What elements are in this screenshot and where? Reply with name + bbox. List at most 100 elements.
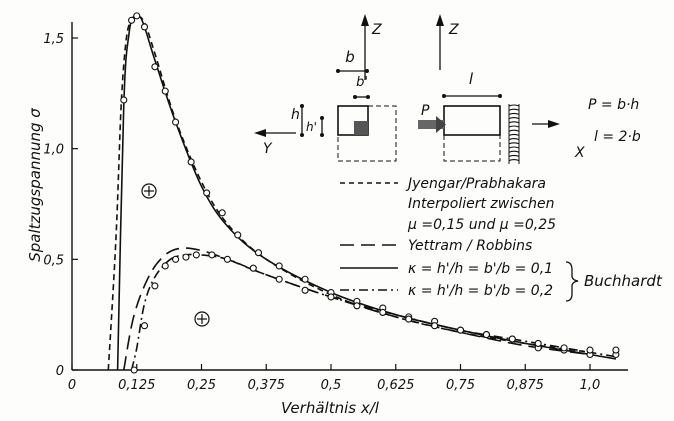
x-axis-label: Verhältnis x/l (281, 399, 380, 417)
tick-labels: 0 0,125 0,25 0,375 0,5 0,625 0,75 0,875 1,0 0 0,5 1… (43, 32, 600, 393)
data-point-1 (187, 158, 195, 166)
loaded-area (354, 121, 368, 135)
data-point-2 (182, 253, 190, 261)
data-point-2 (405, 315, 413, 323)
y-axis-label: Spaltzugspannung σ (26, 108, 44, 262)
data-point-2 (249, 264, 257, 272)
legend-entry-2: Yettram / Robbins (408, 238, 532, 254)
data-point-2 (327, 293, 335, 301)
x-tick-label: 0,625 (377, 378, 414, 393)
section-box (337, 105, 369, 136)
l-label: l (469, 70, 474, 88)
h-prime-label: h' (306, 120, 317, 134)
specimen-dashed-outline (443, 135, 501, 162)
load-arrow-head (436, 116, 446, 133)
data-point-2 (192, 251, 200, 259)
legend-group-label: Buchhardt (584, 272, 663, 290)
series-line-4 (130, 253, 617, 371)
region-annotation-lower (194, 311, 210, 327)
spring-coil (508, 142, 520, 145)
spring-coil (508, 108, 520, 111)
data-point-1 (161, 87, 169, 95)
x-tick-label: 0 (68, 378, 76, 393)
y-tick-label: 0,5 (43, 253, 64, 268)
data-point-1 (133, 12, 141, 20)
z-label-left: Z (371, 22, 382, 38)
spring-coil (508, 129, 520, 132)
data-point-2 (612, 346, 620, 354)
series-line-3 (116, 13, 617, 371)
spring-coil (508, 125, 520, 128)
data-point-1 (128, 16, 136, 24)
region-annotation-upper (141, 183, 157, 199)
spring-coil (508, 133, 520, 136)
data-point-1 (172, 118, 180, 126)
data-point-2 (208, 251, 216, 259)
data-point-1 (218, 209, 226, 217)
data-point-2 (151, 282, 159, 290)
load-label: P (421, 103, 430, 119)
markers (120, 12, 620, 374)
legend-entry-1-line-2: Interpoliert zwischen (408, 196, 554, 212)
load-arrow-body (418, 120, 444, 129)
data-point-2 (456, 326, 465, 334)
data-point-2 (534, 339, 542, 347)
x-tick-label: 0,125 (118, 378, 155, 393)
tick-marks (71, 37, 591, 371)
data-point-2 (353, 302, 361, 310)
support-springs (508, 104, 520, 164)
series-line-1 (107, 15, 591, 371)
data-point-1 (120, 96, 128, 104)
axes (71, 22, 628, 371)
data-point-2 (586, 346, 594, 354)
data-point-1 (140, 23, 149, 31)
spring-coil (508, 104, 520, 107)
data-point-1 (151, 63, 159, 71)
legend: Jyengar/Prabhakara Interpoliert zwischen… (340, 176, 663, 302)
data-point-2 (172, 255, 180, 263)
y-tick-label: 1,5 (43, 32, 64, 47)
y-tick-label: 1,0 (43, 143, 64, 158)
spring-coil (508, 112, 520, 115)
spring-coil (508, 159, 520, 162)
equation-load: P = b·h (588, 97, 639, 113)
legend-entry-4: κ = h'/h = b'/b = 0,2 (408, 283, 553, 299)
section-dashed-outline (337, 105, 397, 162)
y-arrow-head (254, 129, 266, 137)
x-direction-label: X (574, 145, 585, 161)
data-point-2 (301, 286, 309, 294)
specimen-diagram: Z b b' h h' Y Z l P X P = (254, 14, 641, 164)
data-point-1 (203, 189, 211, 197)
data-point-2 (508, 335, 516, 343)
data-point-1 (234, 231, 242, 239)
spring-coil (508, 150, 520, 153)
b-prime-label: b' (356, 75, 368, 90)
y-direction-label: Y (263, 141, 273, 157)
data-point-2 (223, 255, 231, 263)
data-point-1 (301, 275, 309, 283)
spring-coil (508, 138, 520, 141)
legend-entry-1-line-3: μ =0,15 und μ =0,25 (407, 217, 556, 233)
x-tick-label: 0,25 (187, 378, 216, 393)
x-tick-label: 0,5 (321, 378, 342, 393)
data-point-1 (275, 262, 283, 270)
y-tick-label: 0 (56, 364, 64, 379)
b-label: b (345, 48, 355, 66)
x-tick-label: 0,75 (446, 378, 475, 393)
x-tick-label: 0,375 (248, 378, 285, 393)
data-point-2 (161, 262, 169, 270)
data-point-2 (560, 344, 568, 352)
specimen-body (443, 105, 501, 136)
data-point-1 (254, 249, 263, 257)
x-tick-label: 0,875 (507, 378, 544, 393)
spring-coil (508, 117, 520, 120)
x-tick-label: 1,0 (580, 378, 601, 393)
data-point-2 (431, 322, 439, 330)
legend-entry-1-line-1: Jyengar/Prabhakara (405, 176, 546, 192)
spring-coil (508, 146, 520, 149)
data-point-2 (140, 322, 149, 330)
h-label: h (291, 107, 300, 123)
equation-length: l = 2·b (594, 129, 641, 145)
data-point-2 (379, 308, 387, 317)
